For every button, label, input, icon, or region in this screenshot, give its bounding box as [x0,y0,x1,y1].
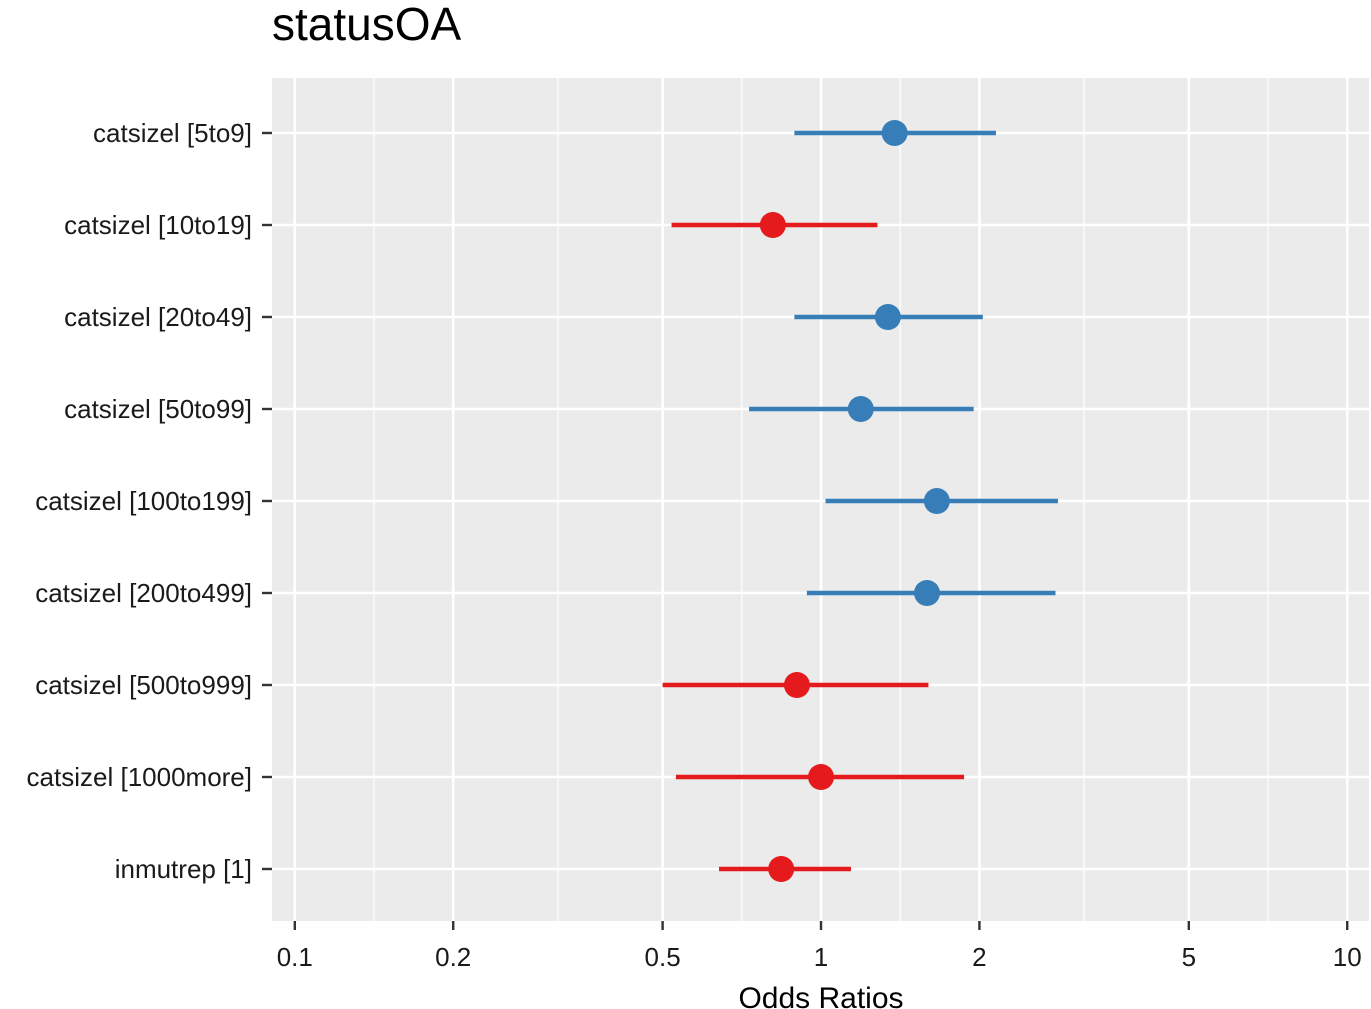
estimate-point [759,212,786,238]
x-axis-title: Odds Ratios [738,982,903,1009]
x-tick-label: 0.2 [435,942,471,972]
estimate-point [913,580,940,606]
x-tick-label: 2 [972,942,986,972]
x-tick-label: 5 [1182,942,1196,972]
estimate-point [808,764,835,790]
y-term-label: catsizel [200to499] [35,578,252,608]
y-axis-ticks [262,131,272,871]
y-term-label: catsizel [1000more] [27,762,252,792]
estimate-point [874,304,901,330]
x-tick-label: 0.5 [645,942,681,972]
estimate-point [783,672,810,698]
x-tick-label: 1 [814,942,828,972]
estimate-point [923,488,950,514]
y-term-label: catsizel [500to999] [35,670,252,700]
estimate-point [847,396,874,422]
y-axis-term-labels: catsizel [5to9] catsizel [10to19] catsizel… [27,118,252,884]
x-tick-label: 0.1 [277,942,313,972]
estimate-marks [662,120,1058,882]
estimate-point [881,120,908,146]
y-term-label: inmutrep [1] [115,854,252,884]
chart-title: statusOA [272,0,462,50]
y-term-label: catsizel [100to199] [35,486,252,516]
y-term-label: catsizel [5to9] [93,118,252,148]
y-term-label: catsizel [50to99] [64,394,252,424]
y-term-label: catsizel [10to19] [64,210,252,240]
x-tick-label: 10 [1333,942,1362,972]
estimate-point [768,856,795,882]
x-axis-ticks [293,921,1349,930]
y-term-label: catsizel [20to49] [64,302,252,332]
x-axis-tick-labels: 0.1 0.2 0.5 1 2 5 10 [277,942,1362,972]
